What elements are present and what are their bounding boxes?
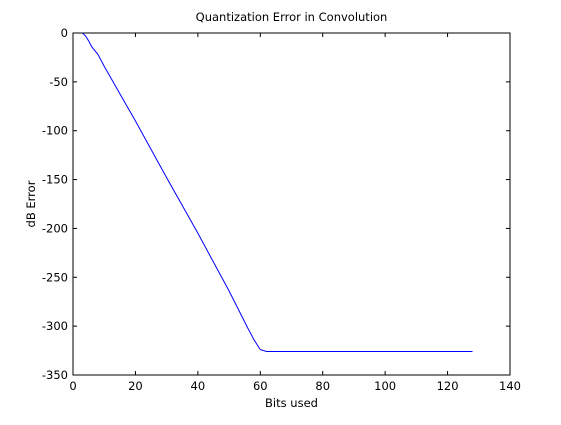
ticks-layer: 0 20 40 60 80 100 120 140 0 -50 -100 -150 -200 -250 -3… <box>42 26 521 393</box>
x-tick-label: 100 <box>374 379 396 393</box>
chart-title: Quantization Error in Convolution <box>196 10 388 24</box>
x-tick-label: 120 <box>437 379 459 393</box>
x-tick-label: 60 <box>253 379 268 393</box>
plot-area <box>72 32 511 376</box>
y-tick-label: -50 <box>49 75 68 89</box>
y-axis-label: dB Error <box>24 180 38 227</box>
x-tick-label: 80 <box>315 379 330 393</box>
axes-layer <box>72 32 511 376</box>
y-tick-label: -300 <box>42 319 68 333</box>
y-tick-label: -150 <box>42 173 68 187</box>
x-tick-label: 0 <box>69 379 76 393</box>
x-tick-label: 20 <box>128 379 143 393</box>
y-tick-label: -200 <box>42 221 68 235</box>
y-tick-label: -100 <box>42 124 68 138</box>
series-line <box>82 32 473 352</box>
x-axis-label: Bits used <box>265 396 318 410</box>
x-tick-label: 140 <box>499 379 521 393</box>
y-tick-label: -250 <box>42 270 68 284</box>
x-tick-label: 40 <box>191 379 206 393</box>
y-tick-label: -350 <box>42 368 68 382</box>
series-layer <box>82 32 473 352</box>
y-tick-label: 0 <box>61 26 68 40</box>
